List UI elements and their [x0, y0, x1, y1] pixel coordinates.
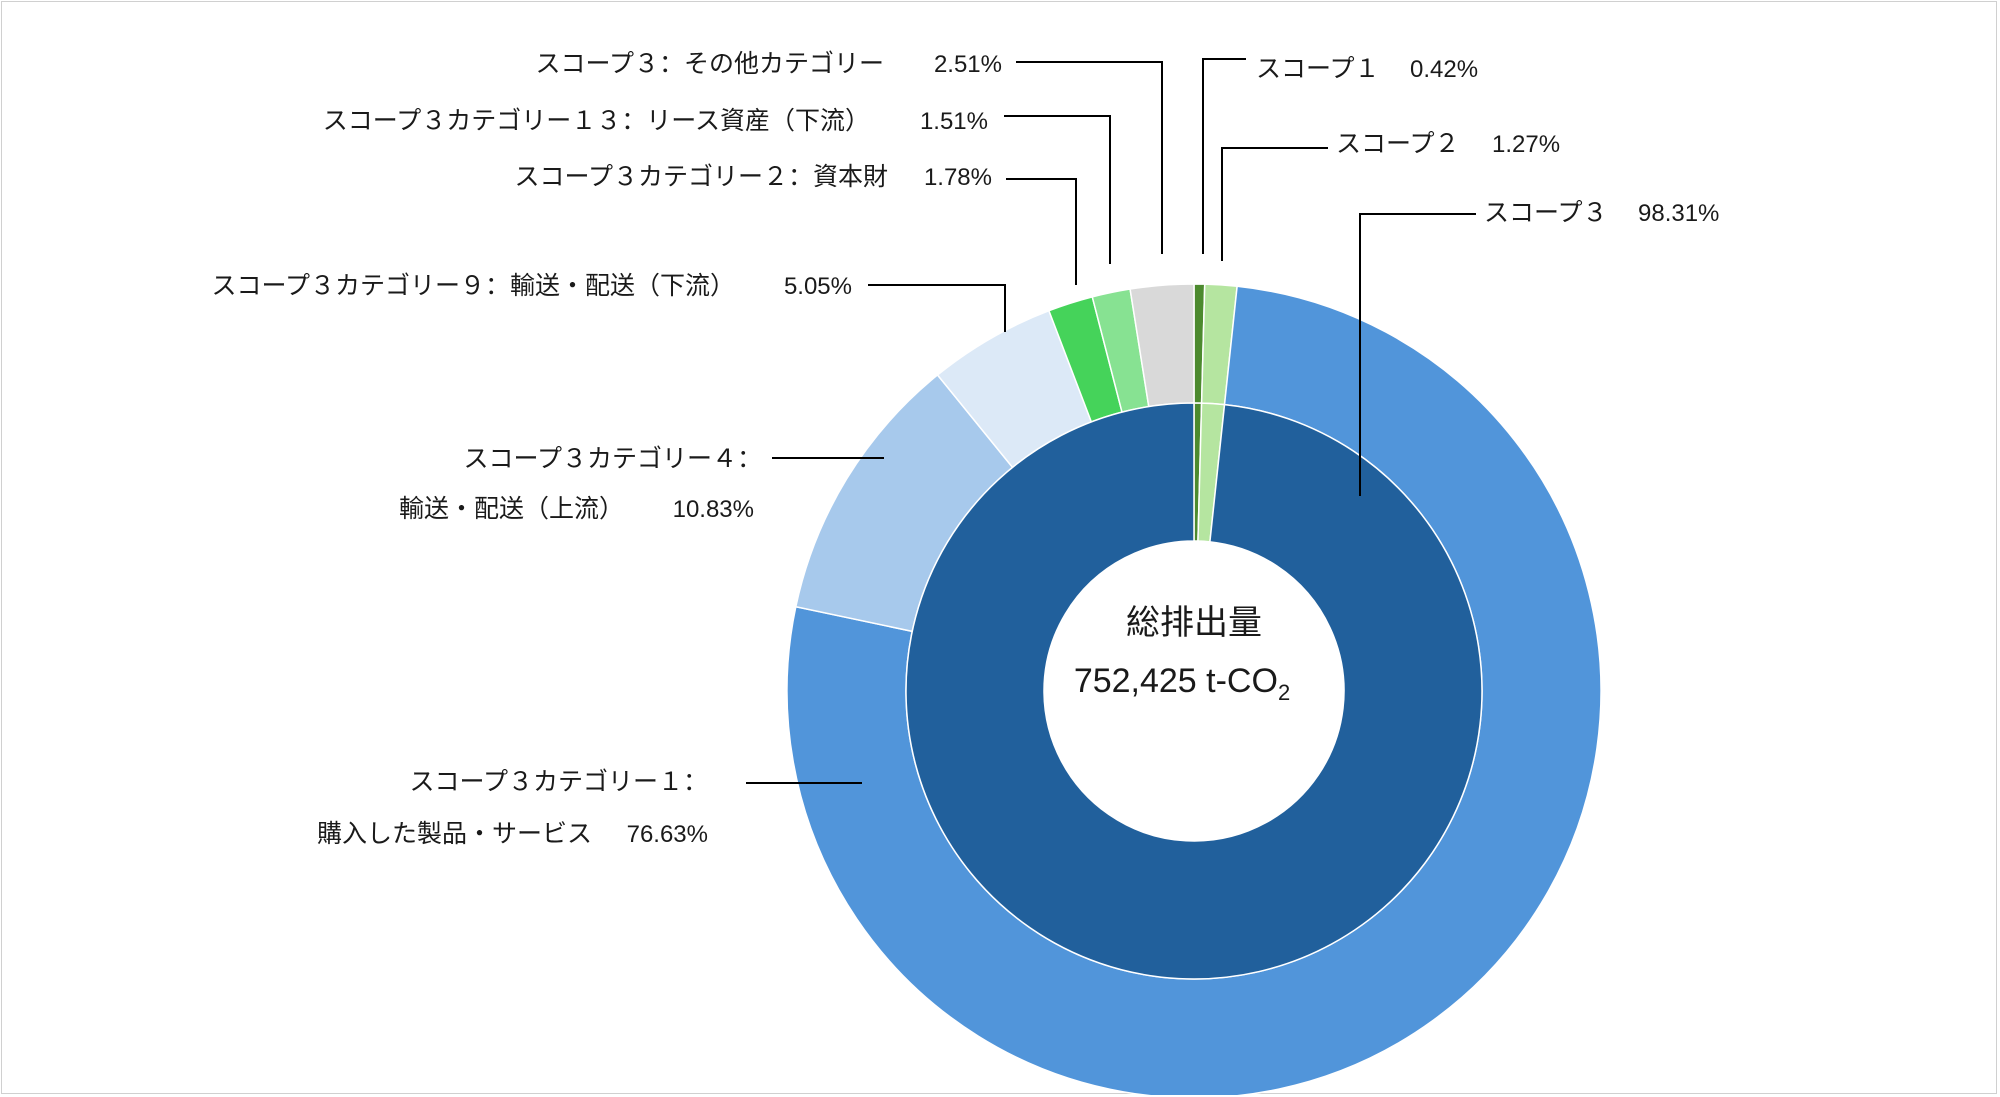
label-scope3-pct: 98.31% [1638, 200, 1719, 227]
inner-slice-2 [905, 402, 1483, 980]
label-cat13-name: スコープ３カテゴリー１３：リース資産（下流） [323, 106, 870, 135]
leader-cat2 [1006, 178, 1077, 285]
leader-cat13 [1004, 115, 1111, 264]
label-cat1-name-line1: スコープ３カテゴリー１： [409, 767, 708, 796]
center-total: 752,425 t-CO2 [1074, 662, 1290, 705]
label-cat4-pct: 10.83% [673, 496, 754, 523]
label-cat4-name-line2: 輸送・配送（上流） [399, 494, 624, 523]
label-cat2-pct: 1.78% [924, 164, 992, 191]
label-cat9-pct: 5.05% [784, 273, 852, 300]
center-total-subscript: 2 [1278, 680, 1290, 705]
label-cat1-pct: 76.63% [627, 821, 708, 848]
leader-scope3 [1359, 213, 1476, 496]
label-scope1-name: スコープ１ [1256, 54, 1380, 83]
leader-cat9 [868, 284, 1006, 332]
label-cat4-name-line1: スコープ３カテゴリー４： [463, 444, 762, 473]
label-other-pct: 2.51% [934, 51, 1002, 78]
label-scope2-pct: 1.27% [1492, 131, 1560, 158]
inner-ring [905, 402, 1483, 980]
label-cat13-pct: 1.51% [920, 108, 988, 135]
leader-scope1 [1202, 58, 1246, 254]
leader-other [1016, 61, 1163, 254]
label-scope3-name: スコープ３ [1484, 198, 1608, 227]
label-other-name: スコープ３：その他カテゴリー [535, 49, 884, 78]
leader-scope2 [1221, 147, 1328, 261]
center-total-value: 752,425 t-CO [1074, 662, 1278, 700]
label-scope1-pct: 0.42% [1410, 56, 1478, 83]
label-cat9-name: スコープ３カテゴリー９：輸送・配送（下流） [211, 271, 735, 300]
leader-lines [746, 58, 1476, 784]
center-title: 総排出量 [1126, 603, 1262, 643]
label-scope2-name: スコープ２ [1336, 129, 1460, 158]
label-cat2-name: スコープ３カテゴリー２：資本財 [514, 162, 888, 191]
label-cat1-name-line2: 購入した製品・サービス [317, 819, 592, 848]
outer-ring [786, 283, 1602, 1095]
